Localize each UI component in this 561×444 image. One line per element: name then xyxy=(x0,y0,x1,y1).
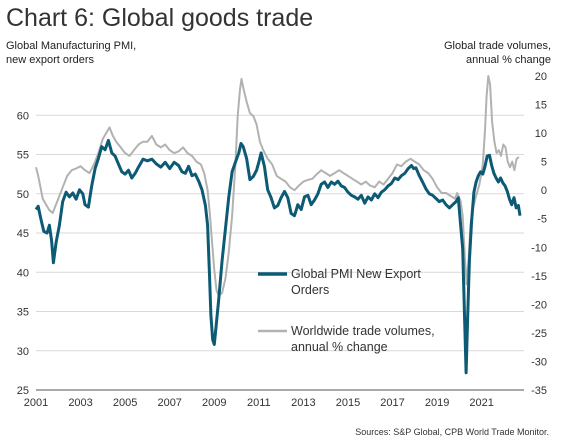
source-note: Sources: S&P Global, CPB World Trade Mon… xyxy=(355,427,549,437)
legend-label-worldwide-trade-line-2: annual % change xyxy=(291,340,388,354)
x-tick-label: 2021 xyxy=(469,397,493,409)
x-tick-label: 2019 xyxy=(425,397,449,409)
x-tick-label: 2007 xyxy=(157,397,181,409)
series-line-worldwide-trade-volumes xyxy=(35,75,520,297)
right-tick-label: -10 xyxy=(531,242,547,254)
x-tick-label: 2015 xyxy=(336,397,360,409)
left-axis-title-line-2: new export orders xyxy=(6,54,95,66)
right-tick-label: 5 xyxy=(541,157,547,169)
left-tick-label: 45 xyxy=(17,228,29,240)
grid-layer xyxy=(36,114,524,352)
right-axis-ticks: 20 15 10 5 0 -5 -10 -15 -20 -25 -30 -35 xyxy=(531,71,547,397)
x-tick-label: 2005 xyxy=(113,397,137,409)
right-tick-label: -15 xyxy=(531,271,547,283)
series-line-global-pmi-new-export-orders xyxy=(34,138,522,375)
left-tick-label: 40 xyxy=(17,267,29,279)
left-tick-label: 25 xyxy=(17,385,29,397)
left-axis-ticks: 25 30 35 40 45 50 55 60 xyxy=(17,110,29,397)
chart-title: Chart 6: Global goods trade xyxy=(6,4,314,32)
left-tick-label: 30 xyxy=(17,346,29,358)
right-tick-label: -20 xyxy=(531,299,547,311)
right-axis-title-line-1: Global trade volumes, xyxy=(444,40,551,52)
left-tick-label: 50 xyxy=(17,189,29,201)
right-tick-label: 20 xyxy=(535,71,547,83)
left-axis-title-line-1: Global Manufacturing PMI, xyxy=(6,40,136,52)
left-tick-label: 55 xyxy=(17,150,29,162)
legend-label-worldwide-trade-line-1: Worldwide trade volumes, xyxy=(291,324,435,338)
left-tick-label: 60 xyxy=(17,110,29,122)
right-tick-label: -35 xyxy=(531,385,547,397)
x-tick-label: 2009 xyxy=(202,397,226,409)
right-tick-label: -5 xyxy=(537,214,547,226)
x-tick-label: 2017 xyxy=(380,397,404,409)
legend-label-global-pmi-line-2: Orders xyxy=(291,283,329,297)
x-axis-ticks: 2001 2003 2005 2007 2009 2011 2013 2015 2017 2019… xyxy=(24,397,494,409)
right-tick-label: 10 xyxy=(535,128,547,140)
x-tick-label: 2001 xyxy=(24,397,48,409)
right-tick-label: -30 xyxy=(531,356,547,368)
right-tick-label: -25 xyxy=(531,328,547,340)
right-axis-title-line-2: annual % change xyxy=(466,54,551,66)
left-tick-label: 35 xyxy=(17,307,29,319)
legend-label-global-pmi-line-1: Global PMI New Export xyxy=(291,267,421,281)
x-tick-label: 2011 xyxy=(247,397,271,409)
x-tick-label: 2003 xyxy=(68,397,92,409)
legend: Global PMI New Export Orders Worldwide t… xyxy=(258,267,435,354)
right-tick-label: 0 xyxy=(541,185,547,197)
x-tick-label: 2013 xyxy=(291,397,315,409)
right-tick-label: 15 xyxy=(535,100,547,112)
